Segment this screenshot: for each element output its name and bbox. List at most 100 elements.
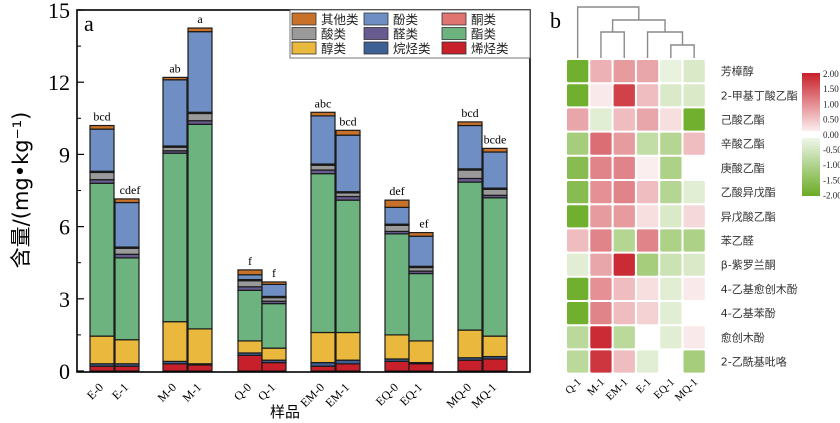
heatmap-cell [613, 60, 635, 83]
bars-layer [89, 27, 508, 372]
bar-segment [114, 365, 140, 372]
legend-item: 酯类 [441, 27, 497, 42]
significance-label: bcd [339, 114, 356, 128]
heatmap-cell [590, 60, 612, 83]
heatmap-cell [590, 108, 612, 131]
heatmap-cell [613, 108, 635, 131]
bar-E-1 [114, 198, 140, 372]
heatmap-cell [660, 132, 682, 155]
dendrogram-branch [576, 6, 640, 58]
bar-segment [482, 197, 508, 337]
significance-label: abc [315, 96, 332, 110]
column-label: EM-1 [604, 376, 631, 403]
heatmap-cell [613, 350, 635, 373]
colorbar-tick-label: -1.00 [823, 160, 840, 170]
bar-segment [457, 169, 483, 180]
heatmap-cell [660, 108, 682, 131]
row-label: 4-乙基苯酚 [721, 306, 776, 320]
heatmap-cells [567, 60, 705, 373]
heatmap-cell [636, 302, 659, 325]
x-tick-label: E-1 [109, 380, 131, 402]
significance-label: cdef [120, 183, 141, 197]
row-label: 异戊酸乙酯 [721, 209, 776, 223]
heatmap-cell [683, 253, 705, 276]
panel-label-a: a [84, 11, 94, 36]
heatmap-cell [613, 181, 635, 204]
bar-segment [335, 134, 361, 193]
colorbar-tick-label: 2.00 [823, 69, 839, 79]
column-dendrogram [576, 6, 695, 58]
row-label: 己酸乙酯 [721, 113, 765, 127]
bar-segment [384, 199, 410, 208]
heatmap-cell [660, 326, 682, 349]
legend-label: 其他类 [321, 12, 359, 27]
bar-segment [89, 335, 115, 365]
stacked-bar-chart: a 0 3 6 9 12 15 E-0 E-1 M-0 M-1 Q-0 Q-1 EM-0EM-1 EQ-… [9, 0, 531, 421]
legend-item: 醇类 [291, 41, 347, 56]
legend-label: 酸类 [321, 27, 347, 42]
heatmap-cell [567, 60, 589, 83]
bar-segment [261, 281, 287, 285]
bar-segment [261, 303, 287, 349]
legend-swatch [291, 41, 317, 55]
bar-segment [482, 335, 508, 358]
heatmap-cell [683, 350, 705, 373]
bar-segment [335, 199, 361, 334]
heatmap-cell [660, 229, 682, 252]
heatmap-cell [613, 277, 635, 300]
legend-swatch [363, 27, 389, 40]
x-tick-label: M-1 [180, 380, 205, 405]
bar-segment [187, 27, 213, 33]
colorbar-tick-label: 0.50 [823, 115, 839, 125]
colorbar-tick-label: 0.00 [823, 130, 839, 140]
bar-segment [335, 331, 361, 361]
bar-segment [482, 188, 508, 196]
heatmap-cell [683, 60, 705, 83]
x-axis-label: 样品 [270, 403, 300, 421]
row-label: 辛酸乙酯 [721, 137, 765, 151]
heatmap-cell [590, 229, 612, 252]
bar-EM-0 [310, 111, 336, 372]
bar-segment [187, 123, 213, 330]
heatmap-cell [567, 84, 589, 107]
significance-label: bcd [93, 110, 110, 124]
heatmap-cell [683, 156, 705, 179]
bar-segment [384, 334, 410, 360]
row-label: 乙酸异戊酯 [721, 185, 776, 199]
bar-segment [89, 124, 115, 130]
colorbar-tick-label: -2.00 [823, 191, 840, 201]
heatmap-cell [683, 84, 705, 107]
heatmap-cell [567, 253, 589, 276]
bar-segment [310, 365, 336, 372]
legend-label: 酮类 [471, 12, 497, 27]
heatmap-cell [567, 229, 589, 252]
bar-segment [457, 181, 483, 331]
heatmap-cell [636, 132, 659, 155]
bar-Q-0 [237, 269, 263, 372]
row-label: 苯乙醛 [721, 234, 754, 248]
heatmap-cell [590, 253, 612, 276]
heatmap-cell [660, 350, 682, 373]
heatmap-cell [683, 277, 705, 300]
heatmap-cell [636, 84, 659, 107]
bar-segment [408, 340, 434, 364]
legend-swatch [291, 12, 317, 26]
heatmap-cell [660, 302, 682, 325]
legend-swatch [363, 41, 389, 55]
bar-segment [162, 76, 188, 81]
bar-segment [114, 257, 140, 341]
heatmap-cell [636, 277, 659, 300]
colorbar-negative [802, 138, 820, 196]
bar-segment [187, 364, 213, 372]
heatmap-cell [590, 302, 612, 325]
legend-item: 酸类 [291, 27, 347, 42]
significance-label: def [389, 184, 404, 198]
heatmap-cell [567, 156, 589, 179]
bar-segment [114, 339, 140, 365]
bar-segment [89, 128, 115, 172]
bar-Q-1 [261, 281, 287, 372]
bar-segment [237, 280, 263, 288]
heatmap-cell [683, 108, 705, 131]
